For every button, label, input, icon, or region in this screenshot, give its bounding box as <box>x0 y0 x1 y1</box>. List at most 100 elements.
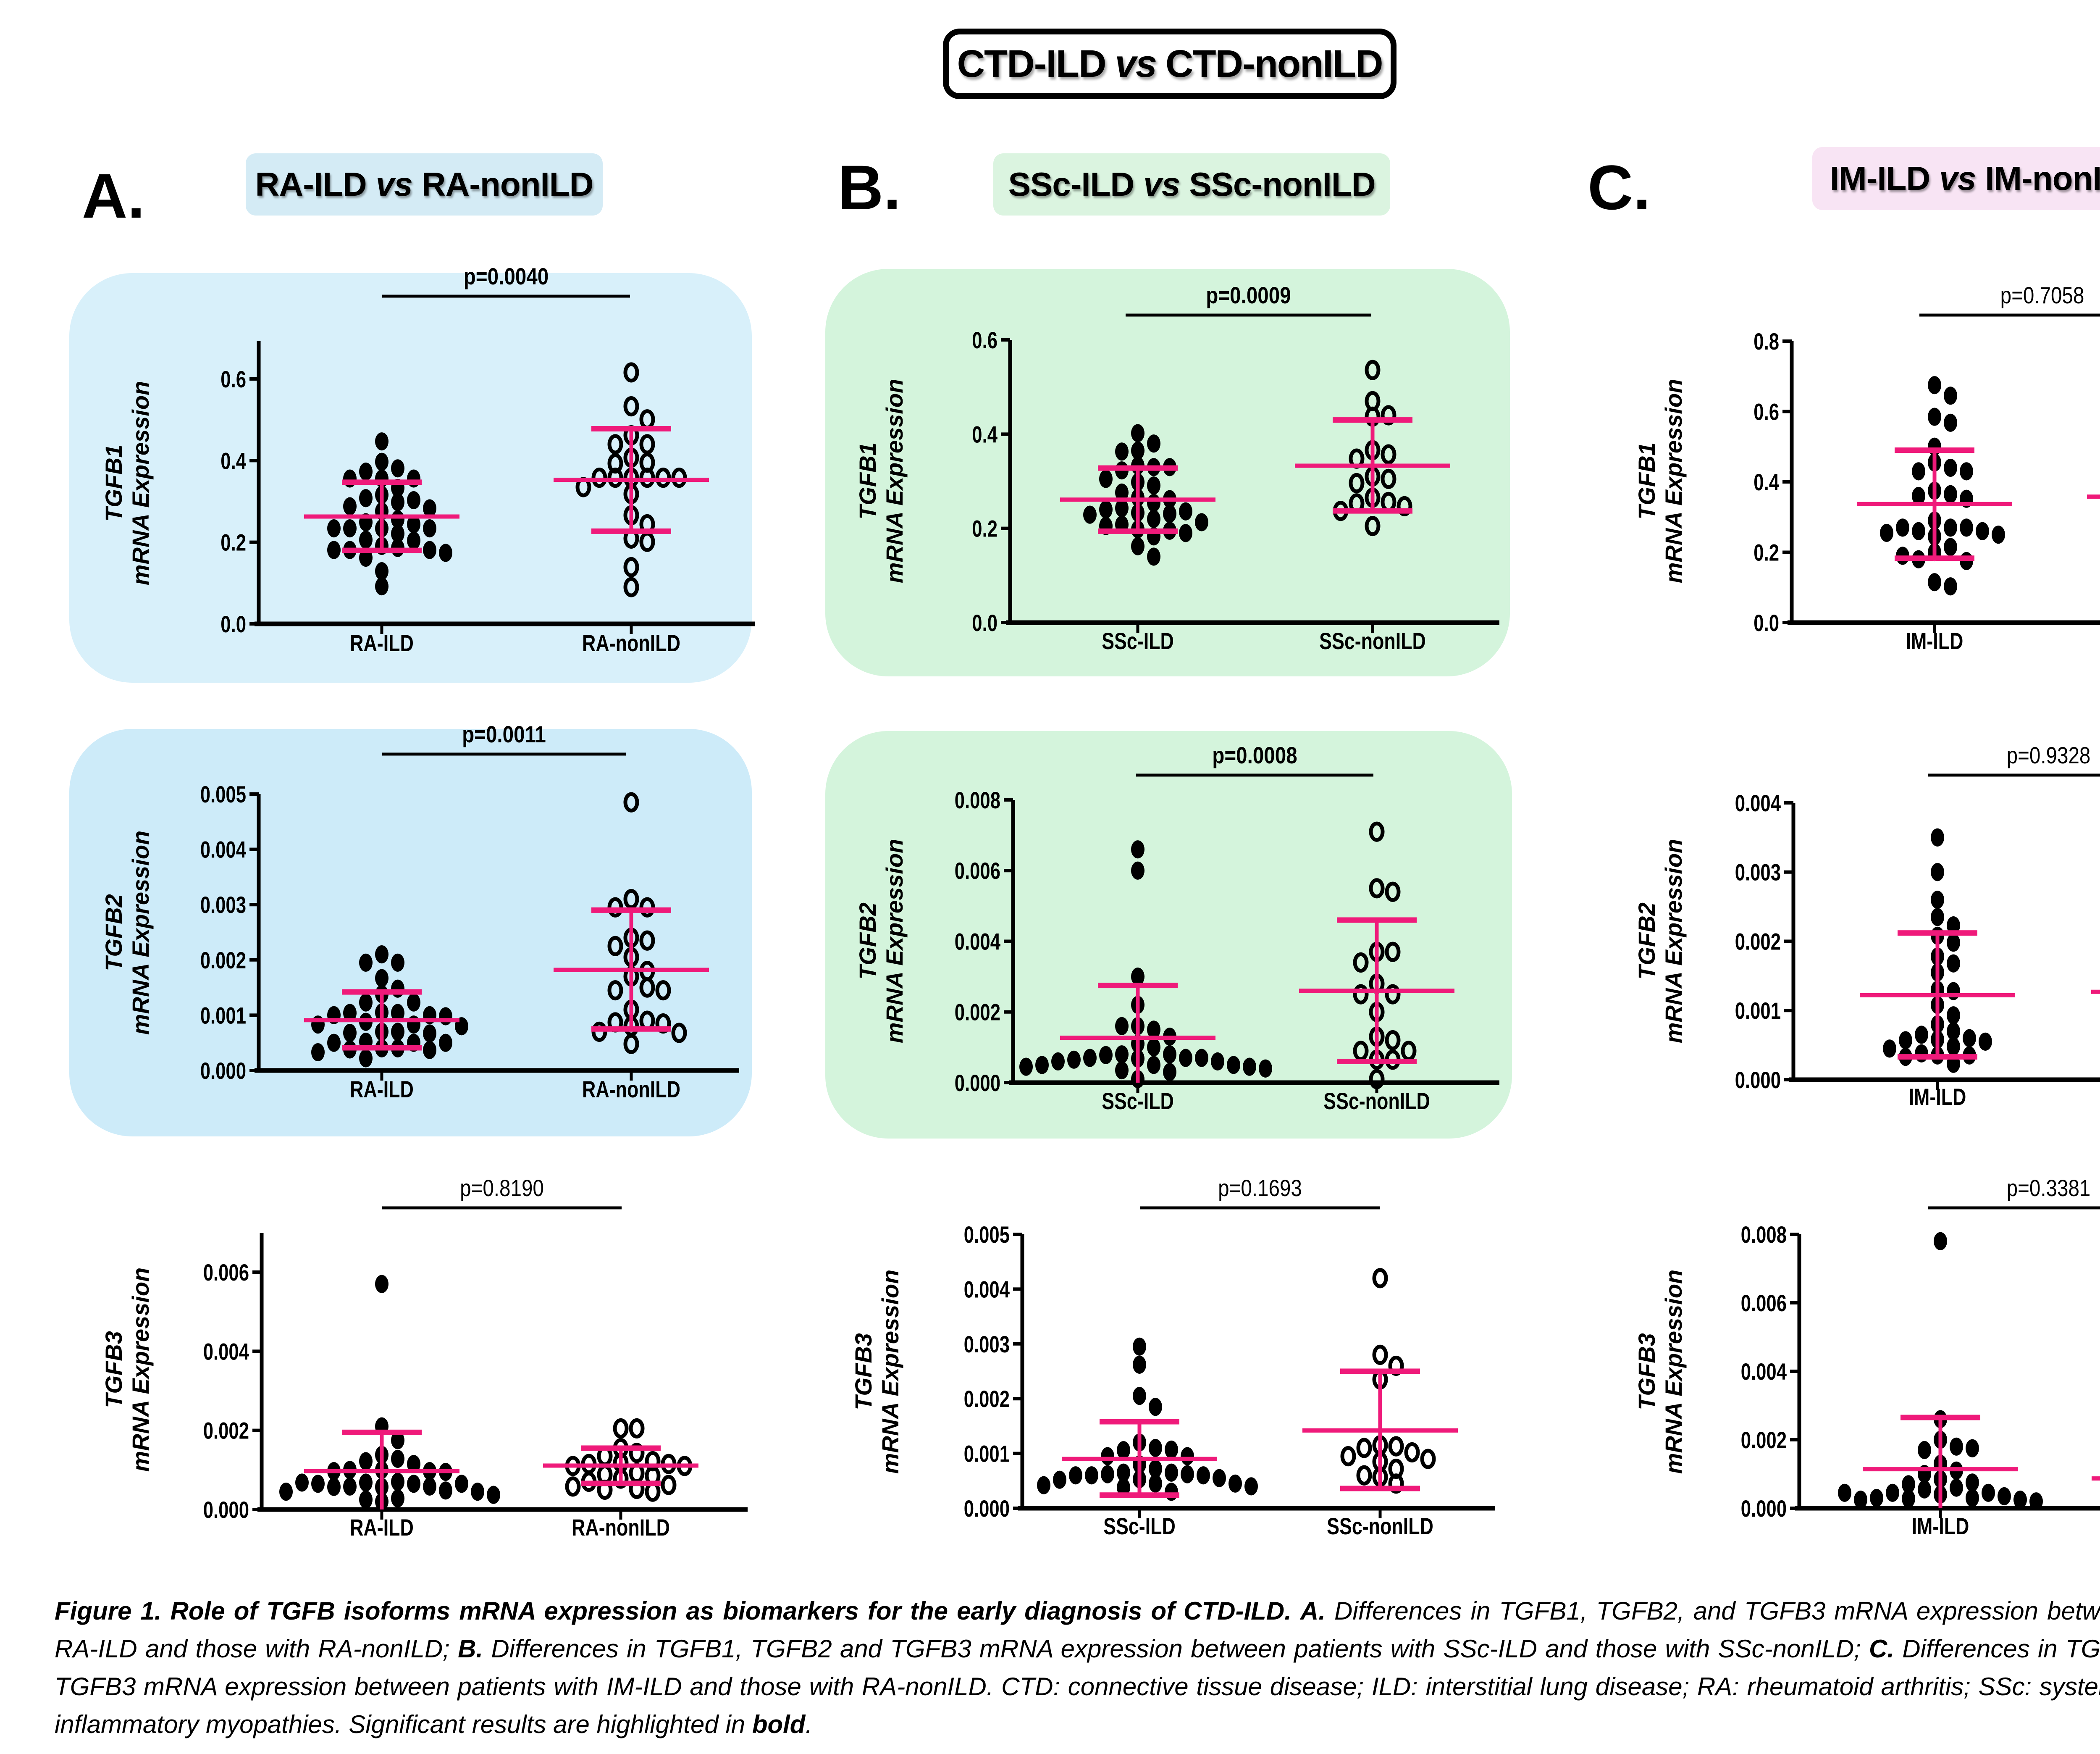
data-point <box>1388 1473 1404 1494</box>
data-point <box>1992 526 2005 544</box>
data-point <box>1912 486 1925 505</box>
y-axis-unit: mRNA Expression <box>127 1268 154 1472</box>
data-point <box>359 462 373 481</box>
p-value-label: p=0.0009 <box>1206 282 1291 308</box>
chart-b2: 0.000 0.002 0.004 0.006 0.008 TGFB2mRNA Expre… <box>854 742 1499 1114</box>
y-tick-label: 0.0 <box>972 610 998 636</box>
caption-b-text: Differences in TGFB1, TGFB2 and TGFB3 mR… <box>491 1635 1861 1663</box>
chart-c2: 0.000 0.001 0.002 0.003 0.004 TGFB2mRNA Expre… <box>1633 742 2100 1110</box>
data-point <box>1340 1446 1356 1467</box>
header-b-right: SSc-nonILD <box>1189 166 1376 203</box>
data-point <box>359 1049 373 1068</box>
panel-letter-b: B. <box>838 152 901 223</box>
data-point <box>1928 573 1941 592</box>
data-point <box>1902 1475 1915 1494</box>
data-point <box>1880 523 1893 542</box>
data-point <box>629 1418 645 1439</box>
data-point <box>1369 878 1385 899</box>
y-tick-label: 0.003 <box>1735 860 1781 886</box>
data-point <box>1918 1441 1931 1459</box>
header-a-vs: vs <box>375 166 413 203</box>
data-point <box>359 1490 373 1509</box>
data-point <box>343 1023 357 1042</box>
data-point <box>1381 492 1396 512</box>
data-point <box>439 1007 452 1026</box>
data-point <box>1131 424 1144 442</box>
x-tick-label: SSc-nonILD <box>1327 1513 1433 1539</box>
data-point <box>1365 360 1381 380</box>
y-axis-title: TGFB1mRNA Expression <box>854 379 908 584</box>
data-point <box>1963 1029 1976 1047</box>
y-tick-label: 0.4 <box>972 421 998 447</box>
data-point <box>1385 984 1401 1005</box>
data-point <box>407 515 420 534</box>
data-point <box>1388 1436 1404 1457</box>
data-point <box>1147 510 1160 528</box>
y-tick-label: 0.6 <box>220 366 246 392</box>
panel-letter-a: A. <box>82 160 145 231</box>
data-point <box>1115 1061 1129 1080</box>
data-point <box>407 1475 420 1493</box>
y-tick-label: 0.4 <box>220 448 246 474</box>
panel-header-c: IM-ILD vs IM-nonILD <box>1812 147 2100 210</box>
figure-title-box: CTD-ILD vs CTD-nonILD <box>943 29 1396 99</box>
y-tick-label: 0.008 <box>955 787 1000 813</box>
data-point <box>1381 468 1396 489</box>
data-point <box>1147 1056 1160 1074</box>
y-axis-unit: mRNA Expression <box>877 1270 903 1474</box>
figure-title-right: CTD-nonILD <box>1165 42 1383 85</box>
data-point <box>1396 496 1412 517</box>
data-point <box>1165 1463 1178 1482</box>
data-point <box>1947 934 1960 952</box>
y-tick-label: 0.000 <box>955 1070 1000 1096</box>
data-point <box>1115 1045 1129 1064</box>
data-point <box>1165 1440 1178 1459</box>
data-point <box>1369 821 1385 842</box>
data-point <box>359 993 373 1012</box>
data-point <box>359 1452 373 1470</box>
data-point <box>359 953 373 972</box>
header-b-vs: vs <box>1143 166 1180 203</box>
data-point <box>343 1477 357 1496</box>
caption-b-label: B. <box>458 1635 483 1663</box>
data-point <box>439 544 452 562</box>
p-value-label: p=0.8190 <box>460 1175 544 1201</box>
data-point <box>1372 1344 1388 1365</box>
data-point <box>1165 1483 1178 1501</box>
y-axis-unit: mRNA Expression <box>1660 379 1687 584</box>
data-point <box>1133 1337 1146 1356</box>
data-point <box>1133 1387 1146 1405</box>
y-tick-label: 0.004 <box>200 836 246 863</box>
data-point <box>343 497 357 515</box>
data-point <box>1420 1449 1436 1469</box>
data-point <box>1899 1031 1912 1049</box>
y-axis-gene: TGFB1 <box>100 444 127 522</box>
data-point <box>1902 1489 1915 1508</box>
y-axis-title: TGFB3mRNA Expression <box>850 1270 903 1474</box>
y-tick-label: 0.4 <box>1754 469 1779 495</box>
data-point <box>359 548 373 567</box>
x-tick-label: SSc-ILD <box>1103 1513 1176 1539</box>
data-point <box>1385 941 1401 962</box>
data-point <box>1115 483 1129 502</box>
data-point <box>1918 1480 1931 1499</box>
data-point <box>1211 1052 1224 1071</box>
data-point <box>1944 413 1957 432</box>
data-point <box>1069 1466 1082 1485</box>
y-axis-title: TGFB1mRNA Expression <box>1633 379 1687 584</box>
data-point <box>1896 518 1909 537</box>
p-value-label: p=0.0040 <box>464 263 549 289</box>
data-point <box>1147 1038 1160 1057</box>
data-point <box>439 1033 452 1052</box>
data-point <box>1931 828 1944 847</box>
data-point <box>407 993 420 1012</box>
data-point <box>1944 458 1957 477</box>
data-point <box>455 1475 468 1493</box>
y-axis-title: TGFB3mRNA Expression <box>100 1268 154 1472</box>
y-tick-label: 0.001 <box>200 1002 246 1028</box>
y-tick-label: 0.000 <box>200 1058 246 1084</box>
data-point <box>1912 522 1925 540</box>
data-point <box>1838 1483 1851 1502</box>
x-tick-label: RA-nonILD <box>582 1076 680 1102</box>
